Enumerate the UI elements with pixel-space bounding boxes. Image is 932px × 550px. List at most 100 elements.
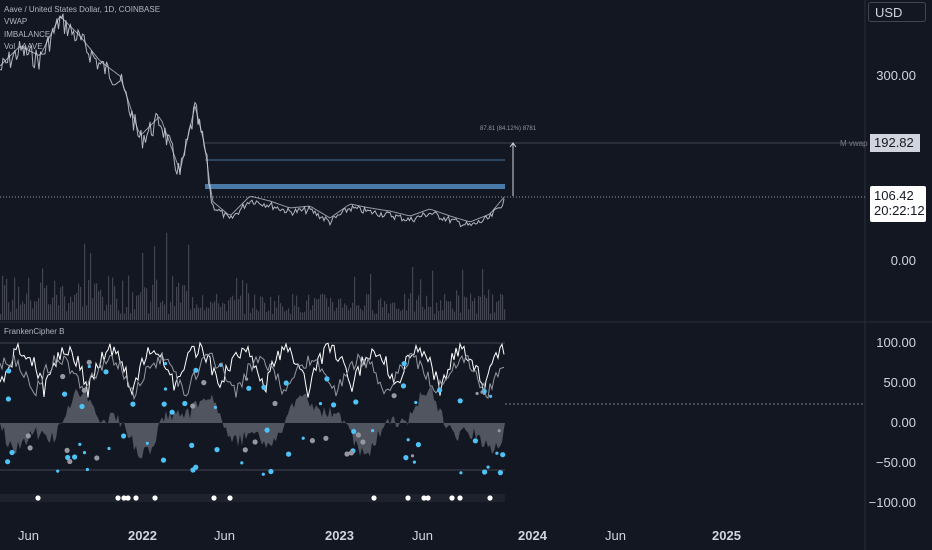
volume-bar: [352, 302, 354, 320]
volume-bar: [136, 295, 138, 320]
volume-bar: [246, 283, 248, 320]
volume-bar: [240, 295, 242, 320]
volume-bar: [264, 302, 266, 320]
volume-bar: [78, 283, 80, 320]
current-price-value: 106.42: [874, 188, 914, 203]
signal-dot: [353, 399, 359, 405]
signal-dot: [245, 377, 249, 381]
volume-bar: [476, 313, 478, 320]
volume-bar: [448, 301, 450, 320]
signal-dot: [437, 387, 443, 393]
volume-bar: [94, 283, 96, 320]
volume-bar: [344, 303, 346, 320]
indicator-vwap[interactable]: VWAP: [4, 17, 28, 26]
strip-marker: [405, 495, 411, 501]
volume-bar: [118, 310, 120, 320]
volume-bar: [10, 311, 12, 320]
signal-dot: [169, 409, 175, 415]
signal-dot: [472, 438, 478, 444]
time-axis-label: Jun: [605, 528, 626, 543]
volume-bar: [164, 304, 166, 320]
volume-bar: [404, 293, 406, 320]
volume-bar: [284, 311, 286, 320]
signal-dot: [403, 455, 409, 461]
signal-dot: [344, 451, 350, 457]
volume-bar: [336, 307, 338, 320]
volume-bar: [48, 304, 50, 320]
volume-bar: [396, 308, 398, 320]
signal-dot: [121, 433, 127, 439]
volume-bar: [272, 313, 274, 320]
signal-dot: [410, 454, 415, 458]
volume-bar: [458, 295, 460, 320]
volume-bar: [170, 301, 172, 320]
volume-bar: [410, 293, 412, 320]
signal-dot: [240, 461, 244, 465]
signal-dot: [163, 387, 168, 391]
signal-dot: [348, 450, 354, 456]
strip-marker: [449, 495, 455, 501]
volume-bar: [44, 288, 46, 320]
volume-bar: [262, 297, 264, 320]
volume-bar: [330, 297, 332, 320]
volume-bar: [236, 277, 238, 320]
currency-button[interactable]: USD: [868, 2, 926, 22]
volume-bar: [498, 300, 500, 320]
signal-dot: [242, 447, 248, 453]
volume-bar: [302, 312, 304, 320]
volume-bar: [420, 279, 422, 320]
volume-bar: [34, 301, 36, 320]
volume-bar: [322, 293, 324, 320]
measure-arrowhead: [509, 142, 517, 148]
indicator-imbalance[interactable]: IMBALANCE: [4, 30, 51, 39]
price-axis-label: 300.00: [876, 68, 916, 83]
volume-bar: [66, 311, 68, 320]
volume-bar: [502, 294, 504, 320]
symbol-title[interactable]: Aave / United States Dollar, 1D, COINBAS…: [4, 5, 161, 14]
signal-dot: [486, 465, 490, 469]
signal-dot: [475, 391, 479, 396]
volume-bar: [350, 307, 352, 320]
volume-bar: [54, 280, 56, 320]
osc-axis-label: −100.00: [868, 495, 916, 510]
volume-bar: [412, 267, 414, 320]
volume-bar: [216, 294, 218, 320]
volume-bar: [424, 309, 426, 320]
time-axis-label: 2024: [518, 528, 547, 543]
volume-bar: [30, 300, 32, 320]
signal-dot: [103, 369, 109, 375]
signal-dot: [130, 401, 136, 407]
volume-bar: [492, 294, 494, 320]
volume-bar: [454, 311, 456, 320]
volume-bar: [308, 294, 310, 320]
volume-bar: [360, 308, 362, 320]
volume-bar: [70, 296, 72, 320]
volume-bar: [228, 300, 230, 320]
indicator-volume[interactable]: Vol · AAVE: [4, 42, 43, 51]
volume-bar: [472, 301, 474, 320]
volume-bar: [382, 307, 384, 320]
volume-bar: [370, 274, 372, 320]
wave-area: [0, 386, 505, 459]
volume-bar: [220, 307, 222, 320]
volume-bar: [434, 313, 436, 320]
volume-bar: [18, 286, 20, 320]
volume-bar: [342, 307, 344, 320]
osc-axis-label: 0.00: [890, 415, 916, 430]
volume-bar: [142, 253, 144, 320]
time-axis-label: Jun: [18, 528, 39, 543]
mvwap-label: M vwap: [840, 139, 868, 148]
volume-bar: [292, 294, 294, 320]
volume-bar: [40, 282, 42, 320]
oscillator-title[interactable]: FrankenCipher B: [4, 327, 65, 336]
volume-bar: [8, 302, 10, 320]
volume-bar: [286, 310, 288, 320]
signal-dot: [87, 364, 91, 369]
volume-bar: [122, 280, 124, 320]
signal-dot: [64, 447, 70, 453]
strip-marker: [487, 495, 493, 501]
volume-bar: [470, 293, 472, 320]
volume-bar: [358, 305, 360, 320]
signal-dot: [400, 383, 407, 389]
